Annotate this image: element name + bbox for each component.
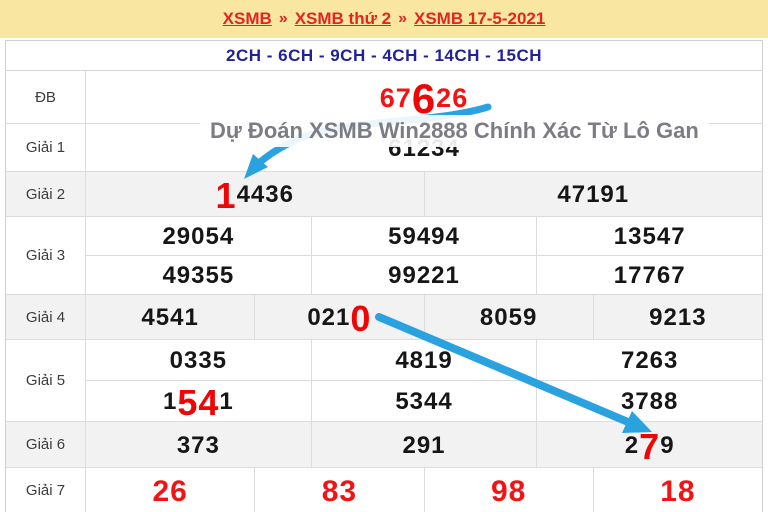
result-cell: 4819 [310,340,537,380]
number-segment: 26 [152,474,188,508]
result-cell: 4541 [86,295,254,339]
number-segment: 26 [436,82,469,113]
breadcrumb-separator: » [278,10,288,27]
prize-header: 2CH - 6CH - 9CH - 4CH - 14CH - 15CH [6,41,762,71]
result-cell: 29054 [86,217,311,255]
result-cell: 0335 [86,340,311,380]
result-row-g4: Giải 4 4541 021 0 8059 9213 [6,294,762,339]
row-label: Giải 7 [6,468,86,512]
number-segment: 9213 [649,304,707,331]
number-segment: 13547 [613,223,686,250]
highlighted-digit: 6 [411,75,437,122]
highlighted-digit: 54 [177,382,220,423]
result-cell: 17767 [536,256,762,294]
number-segment: 1 [162,388,178,415]
row-content: 29054 59494 13547 49355 99221 17767 [86,217,762,294]
result-cell: 83 [254,468,423,512]
number-segment: 18 [660,474,696,508]
number-segment: 49355 [162,262,235,289]
number-segment: 1 [219,388,234,415]
row-label: Giải 6 [6,422,86,467]
result-cell: 9213 [592,295,762,339]
breadcrumb-link-weekday[interactable]: XSMB thứ 2 [294,9,392,28]
result-row-g2: Giải 2 1 4436 47191 [6,171,762,216]
result-cell: 1 54 1 [86,381,311,421]
result-cell: 5344 [310,381,537,421]
number-segment: 17767 [613,262,686,289]
breadcrumb-link-date[interactable]: XSMB 17-5-2021 [413,9,546,28]
breadcrumb-separator: » [398,10,407,27]
row-content: 1 4436 47191 [86,172,762,216]
result-line: 373 291 2 7 9 [86,422,762,467]
results-table: 2CH - 6CH - 9CH - 4CH - 14CH - 15CH ĐB 67… [5,40,763,512]
result-cell: 13547 [536,217,762,255]
number-segment: 7263 [620,347,679,374]
result-row-g3: Giải 3 29054 59494 13547 49355 99221 17767 [6,216,762,294]
number-segment: 021 [307,304,351,331]
row-label: Giải 5 [6,340,86,421]
highlighted-digit: 7 [639,425,661,467]
number-segment: 0335 [169,347,228,374]
result-row-g5: Giải 5 0335 4819 7263 1 54 1 5344 3788 [6,339,762,421]
number-segment: 4819 [395,347,453,374]
result-line: 1 4436 47191 [86,172,762,216]
watermark: Dự Đoán XSMB Win2888 Chính Xác Từ Lô Gan [200,115,709,147]
row-content: 0335 4819 7263 1 54 1 5344 3788 [86,340,762,421]
highlighted-digit: 0 [350,298,372,339]
number-segment: 4436 [236,181,294,208]
breadcrumb-link-xsmb[interactable]: XSMB [222,9,272,28]
result-cell: 291 [310,422,537,467]
result-cell: 98 [423,468,593,512]
number-segment: 2 [624,431,640,459]
result-row-g7: Giải 7 26 83 98 18 [6,467,762,512]
number-segment: 83 [321,474,358,508]
row-label: ĐB [6,71,86,123]
result-cell: 26 [86,468,254,512]
number-segment: 3788 [620,388,679,415]
number-segment: 8059 [479,304,538,331]
result-line: 1 54 1 5344 3788 [86,380,762,421]
number-segment: 373 [176,431,220,459]
number-segment: 5344 [395,388,453,415]
number-segment: 59494 [388,223,460,250]
result-cell: 3788 [536,381,762,421]
breadcrumb: XSMB » XSMB thứ 2 » XSMB 17-5-2021 [0,0,768,38]
result-cell: 18 [592,468,762,512]
number-segment: 291 [402,431,446,459]
result-cell: 49355 [86,256,311,294]
result-line: 49355 99221 17767 [86,255,762,294]
result-cell: 47191 [423,172,763,216]
row-content: 26 83 98 18 [86,468,762,512]
number-segment: 99221 [388,262,460,289]
result-line: 26 83 98 18 [86,468,762,512]
result-line: 29054 59494 13547 [86,217,762,255]
result-cell: 59494 [310,217,537,255]
result-cell: 373 [86,422,311,467]
result-cell: 7263 [536,340,762,380]
result-cell: 1 4436 [86,172,424,216]
result-row-g6: Giải 6 373 291 2 7 9 [6,421,762,467]
result-cell: 021 0 [254,295,423,339]
highlighted-digit: 1 [215,175,237,216]
number-segment: 9 [660,431,675,459]
number-segment: 29054 [162,223,235,250]
row-label: Giải 2 [6,172,86,216]
result-cell: 99221 [310,256,537,294]
row-label: Giải 3 [6,217,86,294]
row-content: 4541 021 0 8059 9213 [86,295,762,339]
result-line: 0335 4819 7263 [86,340,762,380]
result-cell: 8059 [423,295,593,339]
number-segment: 47191 [557,181,630,208]
row-label: Giải 1 [6,124,86,171]
number-segment: 67 [379,82,412,113]
row-content: 373 291 2 7 9 [86,422,762,467]
number-segment: 4541 [141,304,199,331]
number-segment: 98 [490,474,527,508]
row-label: Giải 4 [6,295,86,339]
result-line: 4541 021 0 8059 9213 [86,295,762,339]
